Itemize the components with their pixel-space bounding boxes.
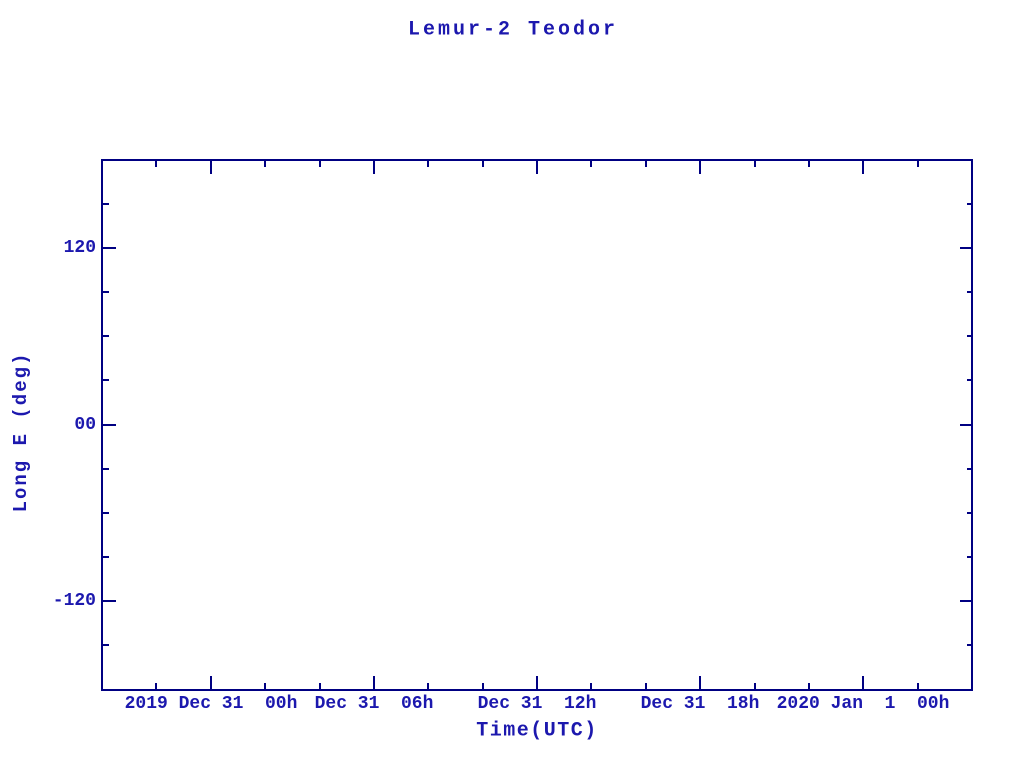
x-tick-label: Dec 31 18h [640, 694, 760, 714]
x-major-tick [210, 676, 212, 689]
x-minor-tick-top [917, 161, 919, 167]
x-minor-tick [917, 683, 919, 689]
x-minor-tick-top [264, 161, 266, 167]
y-minor-tick [103, 512, 109, 514]
x-minor-tick [754, 683, 756, 689]
x-minor-tick [264, 683, 266, 689]
x-minor-tick [319, 683, 321, 689]
y-minor-tick-right [967, 644, 973, 646]
y-tick-label: 00 [74, 415, 96, 435]
y-minor-tick [103, 468, 109, 470]
y-minor-tick [103, 379, 109, 381]
y-minor-tick-right [967, 556, 973, 558]
y-major-tick [103, 247, 116, 249]
x-minor-tick-top [427, 161, 429, 167]
y-major-tick [103, 600, 116, 602]
y-minor-tick [103, 203, 109, 205]
x-tick-label: Dec 31 06h [314, 694, 434, 714]
x-minor-tick-top [482, 161, 484, 167]
y-minor-tick [103, 291, 109, 293]
y-minor-tick-right [967, 379, 973, 381]
y-major-tick [103, 424, 116, 426]
x-major-tick-top [536, 161, 538, 174]
x-minor-tick-top [590, 161, 592, 167]
y-minor-tick-right [967, 512, 973, 514]
y-minor-tick [103, 556, 109, 558]
chart-title: Lemur-2 Teodor [407, 18, 619, 42]
y-minor-tick [103, 335, 109, 337]
x-minor-tick [427, 683, 429, 689]
x-minor-tick [808, 683, 810, 689]
x-minor-tick [482, 683, 484, 689]
plot-area [101, 159, 973, 691]
x-major-tick-top [699, 161, 701, 174]
x-major-tick-top [210, 161, 212, 174]
x-major-tick-top [862, 161, 864, 174]
x-tick-label: 2019 Dec 31 00h [124, 694, 298, 714]
x-major-tick [373, 676, 375, 689]
y-tick-label: 120 [63, 238, 96, 258]
x-tick-label: Dec 31 12h [477, 694, 597, 714]
x-minor-tick-top [808, 161, 810, 167]
x-minor-tick [645, 683, 647, 689]
x-minor-tick-top [155, 161, 157, 167]
y-minor-tick [103, 644, 109, 646]
y-major-tick-right [960, 600, 973, 602]
x-major-tick [699, 676, 701, 689]
y-minor-tick-right [967, 291, 973, 293]
y-major-tick-right [960, 424, 973, 426]
x-minor-tick-top [319, 161, 321, 167]
x-minor-tick-top [645, 161, 647, 167]
y-tick-label: -120 [52, 591, 96, 611]
x-axis-title: Time(UTC) [476, 719, 598, 743]
y-axis-title: Long E (deg) [10, 351, 32, 513]
y-major-tick-right [960, 247, 973, 249]
x-minor-tick-top [754, 161, 756, 167]
y-minor-tick-right [967, 203, 973, 205]
x-minor-tick [590, 683, 592, 689]
x-major-tick-top [373, 161, 375, 174]
y-minor-tick-right [967, 468, 973, 470]
x-tick-label: 2020 Jan 1 00h [776, 694, 950, 714]
y-minor-tick-right [967, 335, 973, 337]
x-major-tick [536, 676, 538, 689]
x-minor-tick [155, 683, 157, 689]
x-major-tick [862, 676, 864, 689]
